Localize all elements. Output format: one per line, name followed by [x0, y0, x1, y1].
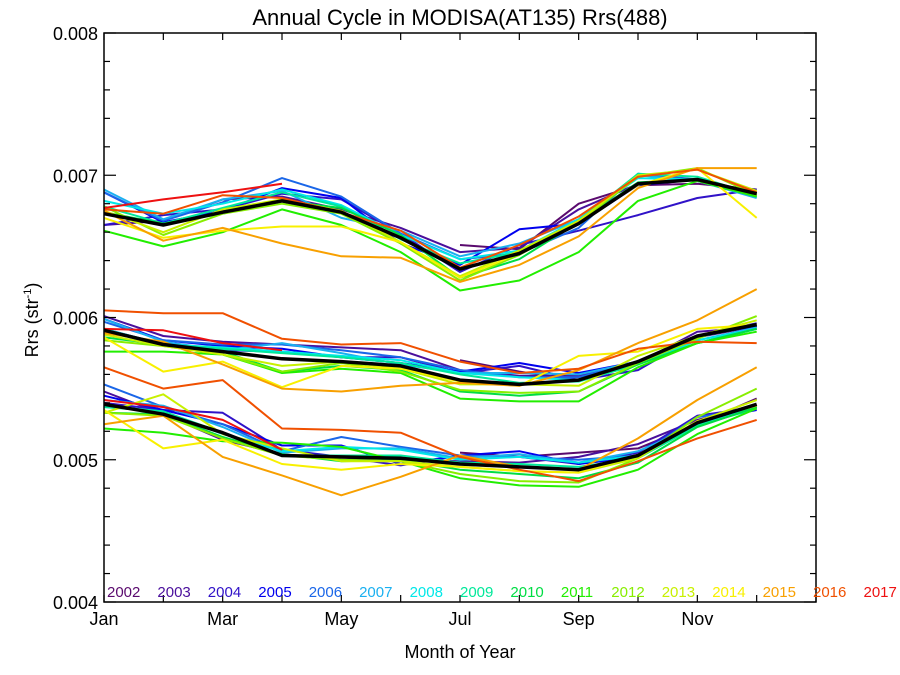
series-line-2017-upper [103, 182, 283, 209]
series-line-2016-upper [103, 168, 758, 269]
x-tick-label: Sep [563, 609, 595, 629]
y-axis-label-superscript: -1 [22, 289, 34, 299]
y-tick-label: 0.008 [53, 24, 98, 44]
series-line-2006-lower [103, 383, 757, 461]
y-axis-label-main: Rrs (str [22, 298, 42, 357]
legend-entry-2015: 2015 [763, 584, 796, 601]
series-line-2008-upper [103, 177, 757, 261]
legend-entry-2008: 2008 [410, 584, 443, 601]
series-line-2004-lower [103, 401, 757, 467]
series-lines [103, 167, 758, 497]
legend-entry-2006: 2006 [309, 584, 342, 601]
legend-entry-2007: 2007 [359, 584, 392, 601]
legend-entry-2017: 2017 [864, 584, 897, 601]
x-tick-label: Jul [448, 609, 471, 629]
legend-entry-2003: 2003 [157, 584, 190, 601]
y-axis-label: Rrs (str-1) [22, 283, 42, 358]
legend-entry-2016: 2016 [813, 584, 846, 601]
series-line-2016-lower [103, 366, 757, 483]
plot-frame [103, 32, 817, 603]
series-line-2015-middle [103, 288, 758, 393]
y-tick-label: 0.007 [53, 166, 98, 186]
y-tick-label: 0.004 [53, 593, 98, 613]
series-line-2013-middle [103, 319, 757, 387]
y-tick-label: 0.006 [53, 309, 98, 329]
mean-line-middle [103, 322, 758, 387]
series-line-2011-lower [103, 407, 758, 488]
x-tick-label: May [324, 609, 358, 629]
legend-entry-2002: 2002 [107, 584, 140, 601]
legend-entry-2004: 2004 [208, 584, 241, 601]
x-tick-label: Jan [89, 609, 118, 629]
series-line-2017-lower [103, 399, 283, 451]
legend-entry-2012: 2012 [611, 584, 644, 601]
mean-line-upper [103, 177, 758, 271]
chart-title: Annual Cycle in MODISA(AT135) Rrs(488) [252, 5, 667, 30]
series-line-2016-middle [103, 309, 757, 374]
series-line-2002-upper [459, 182, 757, 251]
y-axis-label-close: ) [22, 283, 42, 289]
x-axis-label: Month of Year [404, 642, 515, 662]
mean-line-lower [103, 402, 758, 472]
y-tick-label: 0.005 [53, 451, 98, 471]
legend-entry-2005: 2005 [258, 584, 291, 601]
series-line-2007-lower [103, 399, 757, 464]
x-tick-label: Nov [681, 609, 713, 629]
x-tick-label: Mar [207, 609, 238, 629]
legend: 2002 2003 2004 2005 2006 2007 2008 2009 2010 2011… [107, 584, 897, 601]
legend-entry-2013: 2013 [662, 584, 695, 601]
legend-entry-2010: 2010 [510, 584, 543, 601]
series-line-2013-lower [103, 393, 758, 474]
legend-entry-2009: 2009 [460, 584, 493, 601]
axes: Jan Mar May Jul Sep Nov 0.004 0.005 0.006 0.007 0.… [53, 24, 817, 629]
series-line-2017-middle [103, 327, 283, 352]
legend-entry-2011: 2011 [561, 584, 593, 601]
series-line-2015-lower [103, 366, 758, 497]
series-line-2011-upper [103, 179, 757, 292]
legend-entry-2014: 2014 [712, 584, 745, 601]
